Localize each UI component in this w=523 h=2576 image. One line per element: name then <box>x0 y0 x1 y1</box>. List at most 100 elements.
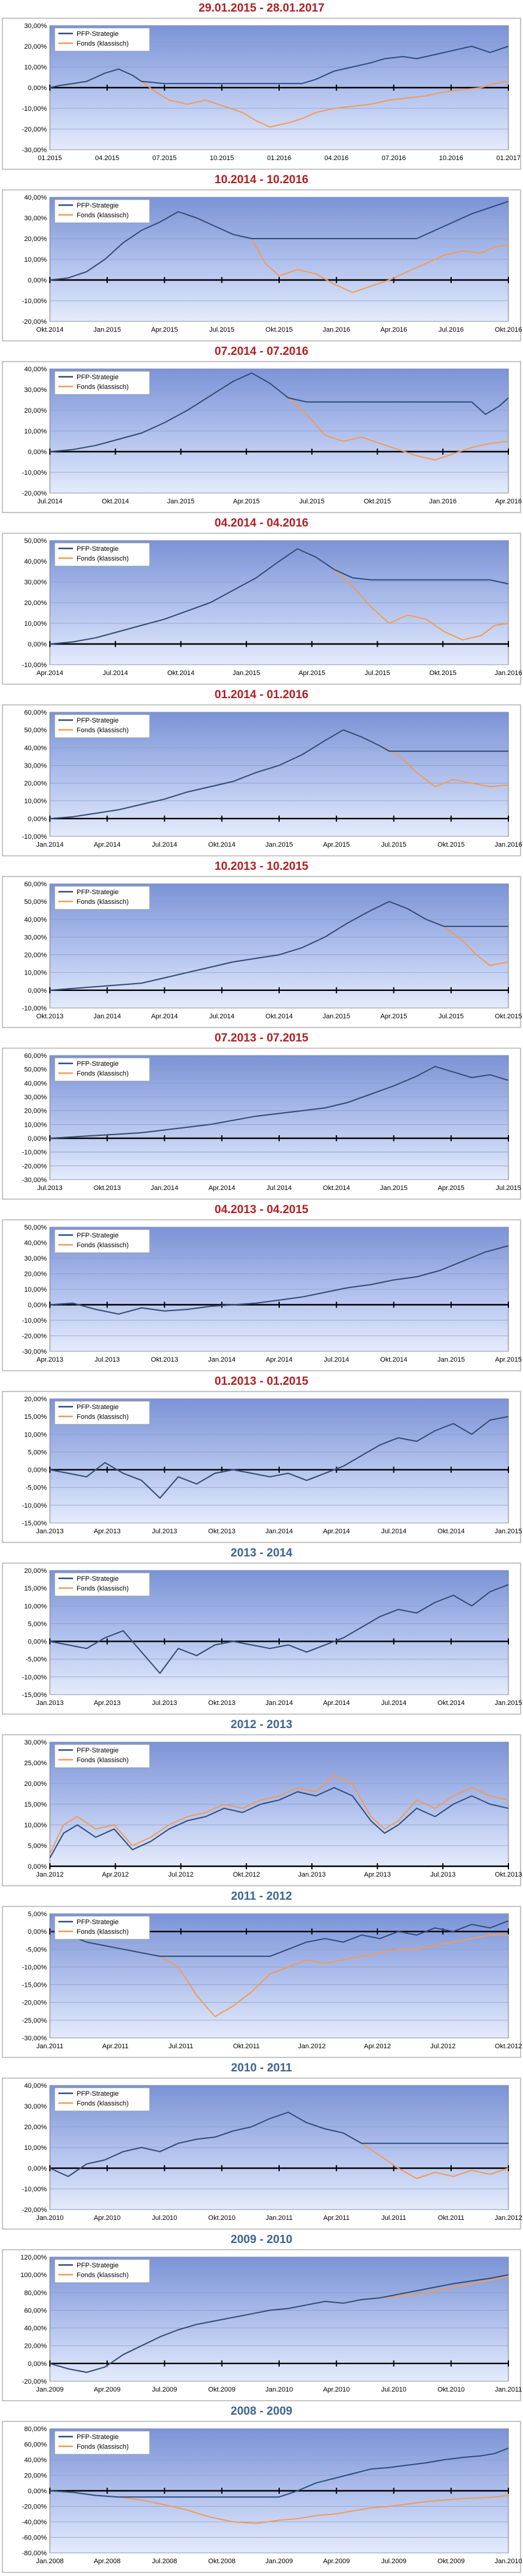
chart-block: 07.2013 - 07.2015 60,00% 50,00% 40,00% 30,00… <box>0 1030 523 1202</box>
legend-label-fund: Fonds (klassisch) <box>77 2272 129 2279</box>
chart-title: 07.2014 - 07.2016 <box>214 345 309 358</box>
y-tick-label: 15,00% <box>24 1801 47 1808</box>
y-tick-label: 100,00% <box>21 2272 47 2279</box>
y-tick-label: 50,00% <box>24 727 47 734</box>
x-tick-label: Jul.2013 <box>152 1699 178 1707</box>
x-tick-label: Okt.2014 <box>380 1356 407 1363</box>
y-tick-label: -10,00% <box>22 1149 47 1157</box>
legend-box <box>54 1744 150 1768</box>
y-tick-label: 40,00% <box>24 916 47 923</box>
legend-box <box>54 371 150 395</box>
x-tick-label: Jul.2011 <box>168 2043 193 2050</box>
y-tick-label: 30,00% <box>24 579 47 586</box>
x-tick-label: Okt.2013 <box>36 1013 64 1020</box>
y-tick-label: 50,00% <box>24 1066 47 1074</box>
y-tick-label: 0,00% <box>28 1928 47 1936</box>
y-tick-label: 0,00% <box>28 2165 47 2172</box>
y-tick-label: 60,00% <box>24 1052 47 1060</box>
x-tick-label: Jul.2014 <box>266 1185 292 1192</box>
chart-block: 01.2014 - 01.2016 60,00% 50,00% 40,00% 30,00… <box>0 687 523 858</box>
x-tick-label: Jul.2012 <box>168 1871 194 1878</box>
x-tick-label: Jan.2010 <box>265 2386 293 2393</box>
series-line-strategy <box>49 1920 509 1957</box>
x-tick-label: Apr.2016 <box>495 498 522 505</box>
x-tick-label: Apr.2015 <box>323 841 350 849</box>
x-tick-label: Okt.2015 <box>266 326 293 334</box>
chart-block: 2012 - 2013 30,00% 25,00% 20,00% 15,00% 10,00… <box>0 1717 523 1888</box>
x-tick-label: Okt.2014 <box>208 841 235 849</box>
chart-title: 2012 - 2013 <box>230 1718 293 1731</box>
x-tick-label: Apr.2015 <box>495 1356 522 1363</box>
x-tick-label: 10.2016 <box>439 155 463 162</box>
y-tick-label: 10,00% <box>24 798 47 805</box>
y-tick-label: 0,00% <box>28 816 47 823</box>
series-line-strategy <box>49 1584 509 1674</box>
chart-title: 07.2013 - 07.2015 <box>214 1032 309 1045</box>
x-tick-label: Apr.2014 <box>266 1356 293 1363</box>
chart-block: 2008 - 2009 80,00% 60,00% 40,00% 20,00% 0,00%… <box>0 2403 523 2575</box>
y-tick-label: 20,00% <box>24 1567 47 1575</box>
y-tick-label: 0,00% <box>28 277 47 284</box>
y-tick-label: 40,00% <box>24 2325 47 2333</box>
x-tick-label: Apr.2011 <box>102 2043 128 2050</box>
y-tick-label: 10,00% <box>24 1603 47 1610</box>
line-chart: 40,00% 30,00% 20,00% 10,00% 0,00% -10,00% -20,… <box>2 2077 522 2230</box>
x-tick-label: Okt.2015 <box>437 841 465 849</box>
x-tick-label: Apr.2014 <box>94 841 120 849</box>
x-tick-label: 04.2016 <box>324 155 348 162</box>
x-tick-label: Jul.2014 <box>381 1528 407 1535</box>
x-tick-label: Jul.2014 <box>37 498 63 505</box>
y-tick-label: -10,00% <box>22 662 47 669</box>
chart-block: 2010 - 2011 40,00% 30,00% 20,00% 10,00% 0,00%… <box>0 2060 523 2231</box>
line-chart: 120,00% 100,00% 80,00% 60,00% 40,00% 20,00% 0,… <box>2 2249 522 2401</box>
legend-box <box>54 2259 150 2283</box>
y-tick-label: 5,00% <box>28 1620 47 1628</box>
legend-box <box>54 886 150 910</box>
y-tick-label: 30,00% <box>24 1255 47 1262</box>
x-tick-label: Jan.2014 <box>208 1356 235 1363</box>
legend-label-fund: Fonds (klassisch) <box>77 212 129 219</box>
x-tick-label: Jan.2011 <box>36 2043 63 2050</box>
x-tick-label: Apr.2015 <box>380 1013 407 1020</box>
x-tick-label: Okt.2014 <box>167 670 195 677</box>
legend: PFP-Strategie Fonds (klassisch) <box>54 714 150 738</box>
y-tick-label: -20,00% <box>22 490 47 497</box>
y-tick-label: -10,00% <box>22 833 47 841</box>
line-chart: 60,00% 50,00% 40,00% 30,00% 20,00% 10,00% 0,00… <box>2 1048 521 1200</box>
series-line-strategy <box>49 2112 508 2177</box>
legend-label-strategy: PFP-Strategie <box>77 545 119 553</box>
x-tick-label: Apr.2014 <box>323 1528 350 1535</box>
series-line-strategy <box>49 372 509 452</box>
x-tick-label: Apr.2013 <box>364 1871 391 1878</box>
line-chart: 5,00% 0,00% -5,00% -10,00% -15,00% -20,00% -25… <box>2 1906 522 2058</box>
chart-block: 2009 - 2010 120,00% 100,00% 80,00% 60,00% 40,… <box>0 2231 523 2403</box>
legend: PFP-Strategie Fonds (klassisch) <box>54 27 150 52</box>
y-tick-label: -20,00% <box>22 1333 47 1340</box>
x-tick-label: 07.2015 <box>153 155 177 162</box>
legend-label-strategy: PFP-Strategie <box>77 2434 119 2441</box>
x-tick-label: Apr.2014 <box>151 1013 178 1020</box>
chart-block: 2013 - 2014 20,00% 15,00% 10,00% 5,00% 0,00% -… <box>0 1545 523 1717</box>
y-tick-label: -10,00% <box>22 105 47 113</box>
x-tick-label: Apr.2012 <box>102 1871 129 1878</box>
legend: PFP-Strategie Fonds (klassisch) <box>54 2431 150 2455</box>
x-tick-label: Jul.2013 <box>94 1356 120 1363</box>
y-tick-label: -20,00% <box>22 2207 47 2214</box>
x-tick-label: Apr.2011 <box>324 2214 350 2222</box>
y-tick-label: 20,00% <box>24 43 47 51</box>
y-tick-label: -15,00% <box>22 1982 47 1989</box>
x-tick-label: Jan.2014 <box>94 1013 121 1020</box>
line-chart: 30,00% 20,00% 10,00% 0,00% -10,00% -20,00% -30… <box>2 18 521 170</box>
y-tick-label: 0,00% <box>28 641 47 648</box>
x-tick-label: Jan.2015 <box>437 1356 465 1363</box>
legend-box <box>54 1401 150 1425</box>
legend-label-strategy: PFP-Strategie <box>77 1232 119 1239</box>
legend-label-strategy: PFP-Strategie <box>77 202 119 209</box>
x-tick-label: Okt.2010 <box>208 2214 235 2222</box>
x-tick-label: Jul.2015 <box>209 326 235 334</box>
chart-block: 29.01.2015 - 28.01.2017 30,00% 20,00% 10,00… <box>0 0 523 172</box>
x-tick-label: Jan.2014 <box>265 1528 293 1535</box>
legend: PFP-Strategie Fonds (klassisch) <box>54 1572 150 1597</box>
y-tick-label: 20,00% <box>24 236 47 243</box>
x-tick-label: Jul.2013 <box>152 1528 178 1535</box>
